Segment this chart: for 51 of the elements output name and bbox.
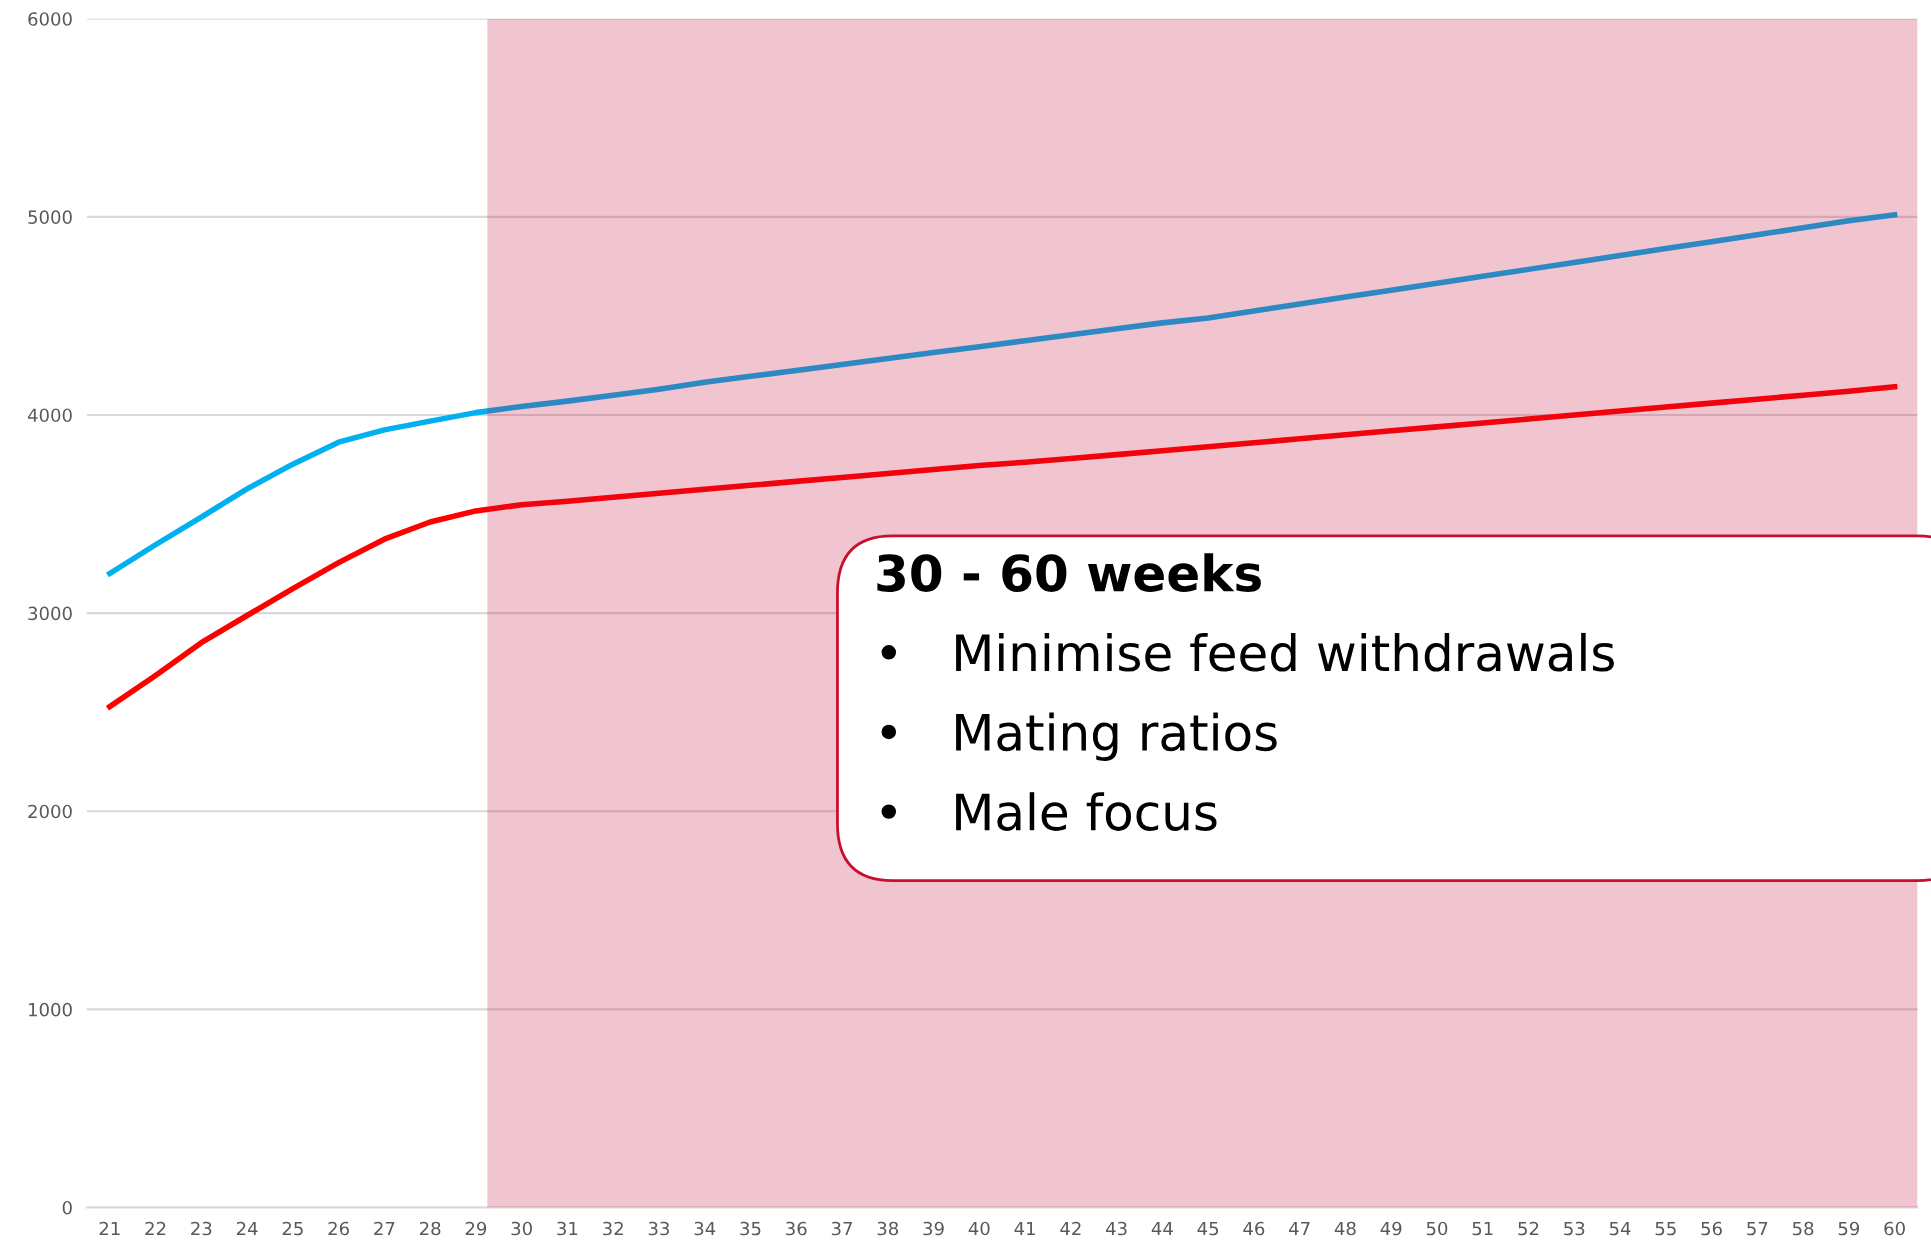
x-tick-label: 26 xyxy=(328,1221,349,1236)
y-tick-label: 1000 xyxy=(29,1002,72,1017)
x-tick-label: 34 xyxy=(694,1221,716,1236)
y-tick-label: 0 xyxy=(62,1200,72,1215)
x-tick-label: 43 xyxy=(1106,1221,1127,1236)
x-tick-label: 40 xyxy=(968,1221,990,1236)
annotation: • Male focus xyxy=(881,792,1217,831)
x-tick-label: 45 xyxy=(1197,1221,1219,1236)
x-tick-label: 50 xyxy=(1426,1221,1448,1236)
x-tick-label: 39 xyxy=(923,1221,944,1236)
y-tick-label: 3000 xyxy=(28,606,72,621)
x-tick-label: 49 xyxy=(1380,1221,1402,1236)
x-tick-label: 47 xyxy=(1289,1221,1310,1236)
x-tick-label: 58 xyxy=(1792,1221,1814,1236)
x-tick-label: 24 xyxy=(236,1221,258,1236)
y-tick-label: 4000 xyxy=(27,408,72,423)
annotation: 30 - 60 weeks xyxy=(877,553,1261,592)
x-tick-label: 56 xyxy=(1701,1221,1722,1236)
x-tick-label: 53 xyxy=(1564,1221,1585,1236)
x-tick-label: 37 xyxy=(831,1221,852,1236)
y-tick-label: 6000 xyxy=(28,12,72,26)
x-tick-label: 41 xyxy=(1014,1221,1035,1236)
x-tick-label: 30 xyxy=(511,1221,532,1236)
x-tick-label: 46 xyxy=(1243,1221,1265,1236)
y-tick-label: 2000 xyxy=(28,804,72,819)
x-tick-label: 27 xyxy=(374,1221,395,1236)
x-tick-label: 23 xyxy=(191,1221,212,1236)
x-tick-label: 32 xyxy=(603,1221,623,1236)
x-tick-label: 48 xyxy=(1334,1221,1356,1236)
x-tick-label: 42 xyxy=(1060,1221,1081,1236)
x-tick-label: 51 xyxy=(1472,1221,1493,1236)
x-tick-label: 38 xyxy=(877,1221,899,1236)
x-tick-label: 29 xyxy=(465,1221,487,1236)
x-tick-label: 52 xyxy=(1518,1221,1539,1236)
x-tick-label: 33 xyxy=(648,1221,669,1236)
x-tick-label: 54 xyxy=(1609,1221,1631,1236)
x-tick-label: 55 xyxy=(1655,1221,1676,1236)
x-tick-label: 35 xyxy=(740,1221,761,1236)
x-tick-label: 60 xyxy=(1884,1221,1905,1236)
x-tick-label: 22 xyxy=(145,1221,166,1236)
annotation: • Mating ratios xyxy=(881,712,1277,761)
x-tick-label: 28 xyxy=(419,1221,441,1236)
x-tick-label: 31 xyxy=(557,1221,578,1236)
x-tick-label: 57 xyxy=(1747,1221,1768,1236)
annotation: • Minimise feed withdrawals xyxy=(881,632,1614,672)
y-tick-label: 5000 xyxy=(28,210,72,224)
x-tick-label: 36 xyxy=(786,1221,807,1236)
x-tick-label: 25 xyxy=(282,1221,303,1236)
x-tick-label: 21 xyxy=(99,1221,120,1236)
x-tick-label: 59 xyxy=(1838,1221,1860,1236)
x-tick-label: 44 xyxy=(1151,1221,1173,1236)
